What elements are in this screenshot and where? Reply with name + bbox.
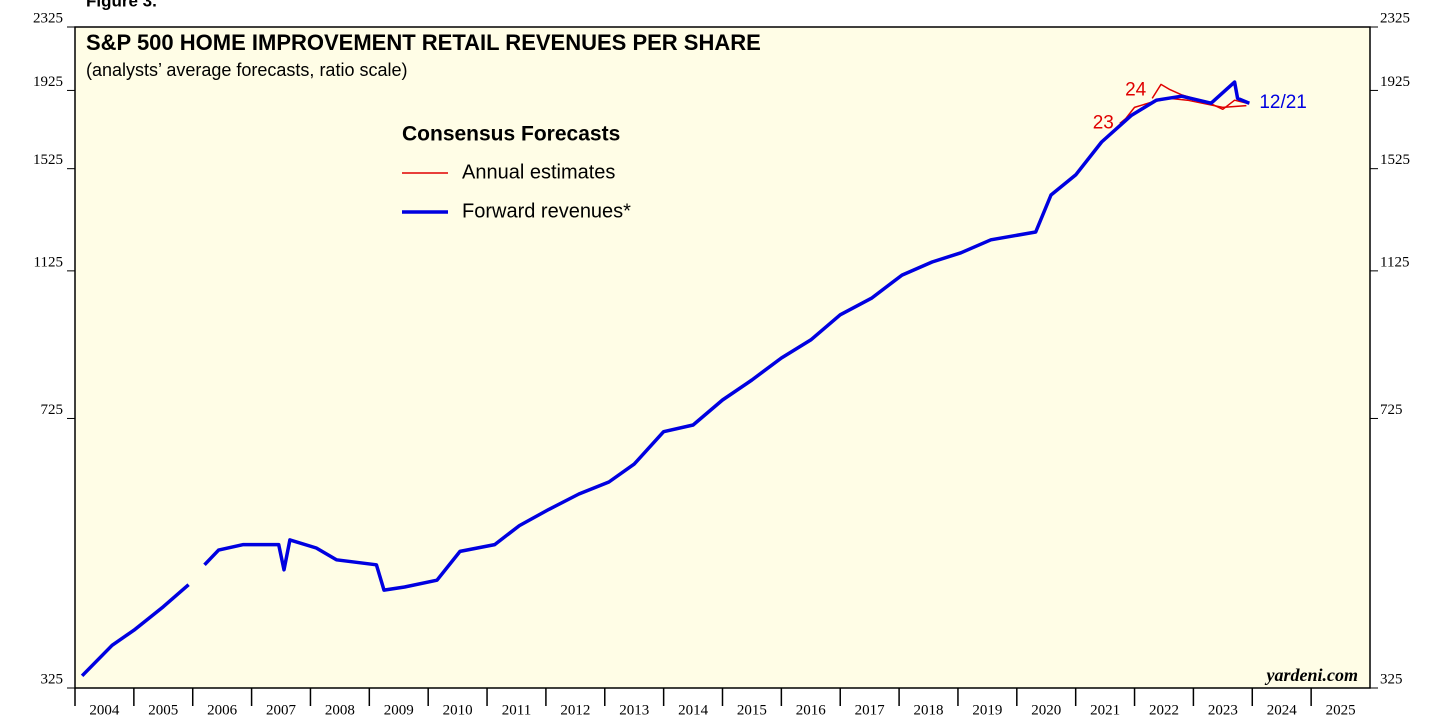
legend-label: Forward revenues*	[462, 200, 631, 222]
x-tick-label: 2007	[266, 702, 297, 718]
x-tick-label: 2025	[1326, 702, 1356, 718]
y-tick-label: 325	[1380, 671, 1403, 687]
x-tick-label: 2004	[89, 702, 120, 718]
y-tick-label: 1125	[34, 254, 63, 270]
y-tick-label: 1525	[33, 152, 63, 168]
legend-title: Consensus Forecasts	[402, 123, 620, 146]
x-tick-label: 2022	[1149, 702, 1179, 718]
x-tick-label: 2008	[325, 702, 355, 718]
y-tick-label: 725	[41, 402, 64, 418]
y-tick-label: 2325	[1380, 10, 1410, 26]
legend-label: Annual estimates	[462, 161, 615, 183]
y-tick-label: 1125	[1380, 254, 1409, 270]
x-tick-label: 2011	[502, 702, 531, 718]
series-label: 24	[1125, 79, 1147, 100]
plot-area	[74, 26, 1371, 689]
x-tick-label: 2010	[443, 702, 473, 718]
x-tick-label: 2006	[207, 702, 238, 718]
series-label: 23	[1093, 112, 1114, 133]
y-tick-label: 1925	[33, 74, 63, 90]
x-tick-label: 2018	[914, 702, 944, 718]
x-tick-label: 2017	[855, 702, 886, 718]
x-tick-label: 2014	[678, 702, 709, 718]
x-tick-label: 2012	[560, 702, 590, 718]
chart-subtitle: (analysts’ average forecasts, ratio scal…	[86, 60, 407, 80]
source: yardeni.com	[1265, 665, 1359, 685]
end-label: 12/21	[1259, 92, 1307, 113]
x-tick-label: 2009	[384, 702, 414, 718]
series-line	[80, 80, 1250, 678]
x-tick-label: 2021	[1090, 702, 1120, 718]
x-tick-label: 2024	[1267, 702, 1298, 718]
figure-label: Figure 3.	[86, 0, 157, 10]
x-tick-label: 2005	[148, 702, 178, 718]
y-tick-label: 725	[1380, 402, 1403, 418]
x-tick-label: 2023	[1208, 702, 1238, 718]
x-tick-label: 2019	[972, 702, 1002, 718]
y-tick-label: 325	[41, 671, 64, 687]
y-tick-label: 1925	[1380, 74, 1410, 90]
y-tick-label: 2325	[33, 10, 63, 26]
x-tick-label: 2020	[1031, 702, 1061, 718]
chart-title: S&P 500 HOME IMPROVEMENT RETAIL REVENUES…	[86, 30, 761, 55]
x-tick-label: 2016	[796, 702, 827, 718]
x-tick-label: 2015	[737, 702, 767, 718]
x-tick-label: 2013	[619, 702, 649, 718]
y-tick-label: 1525	[1380, 152, 1410, 168]
